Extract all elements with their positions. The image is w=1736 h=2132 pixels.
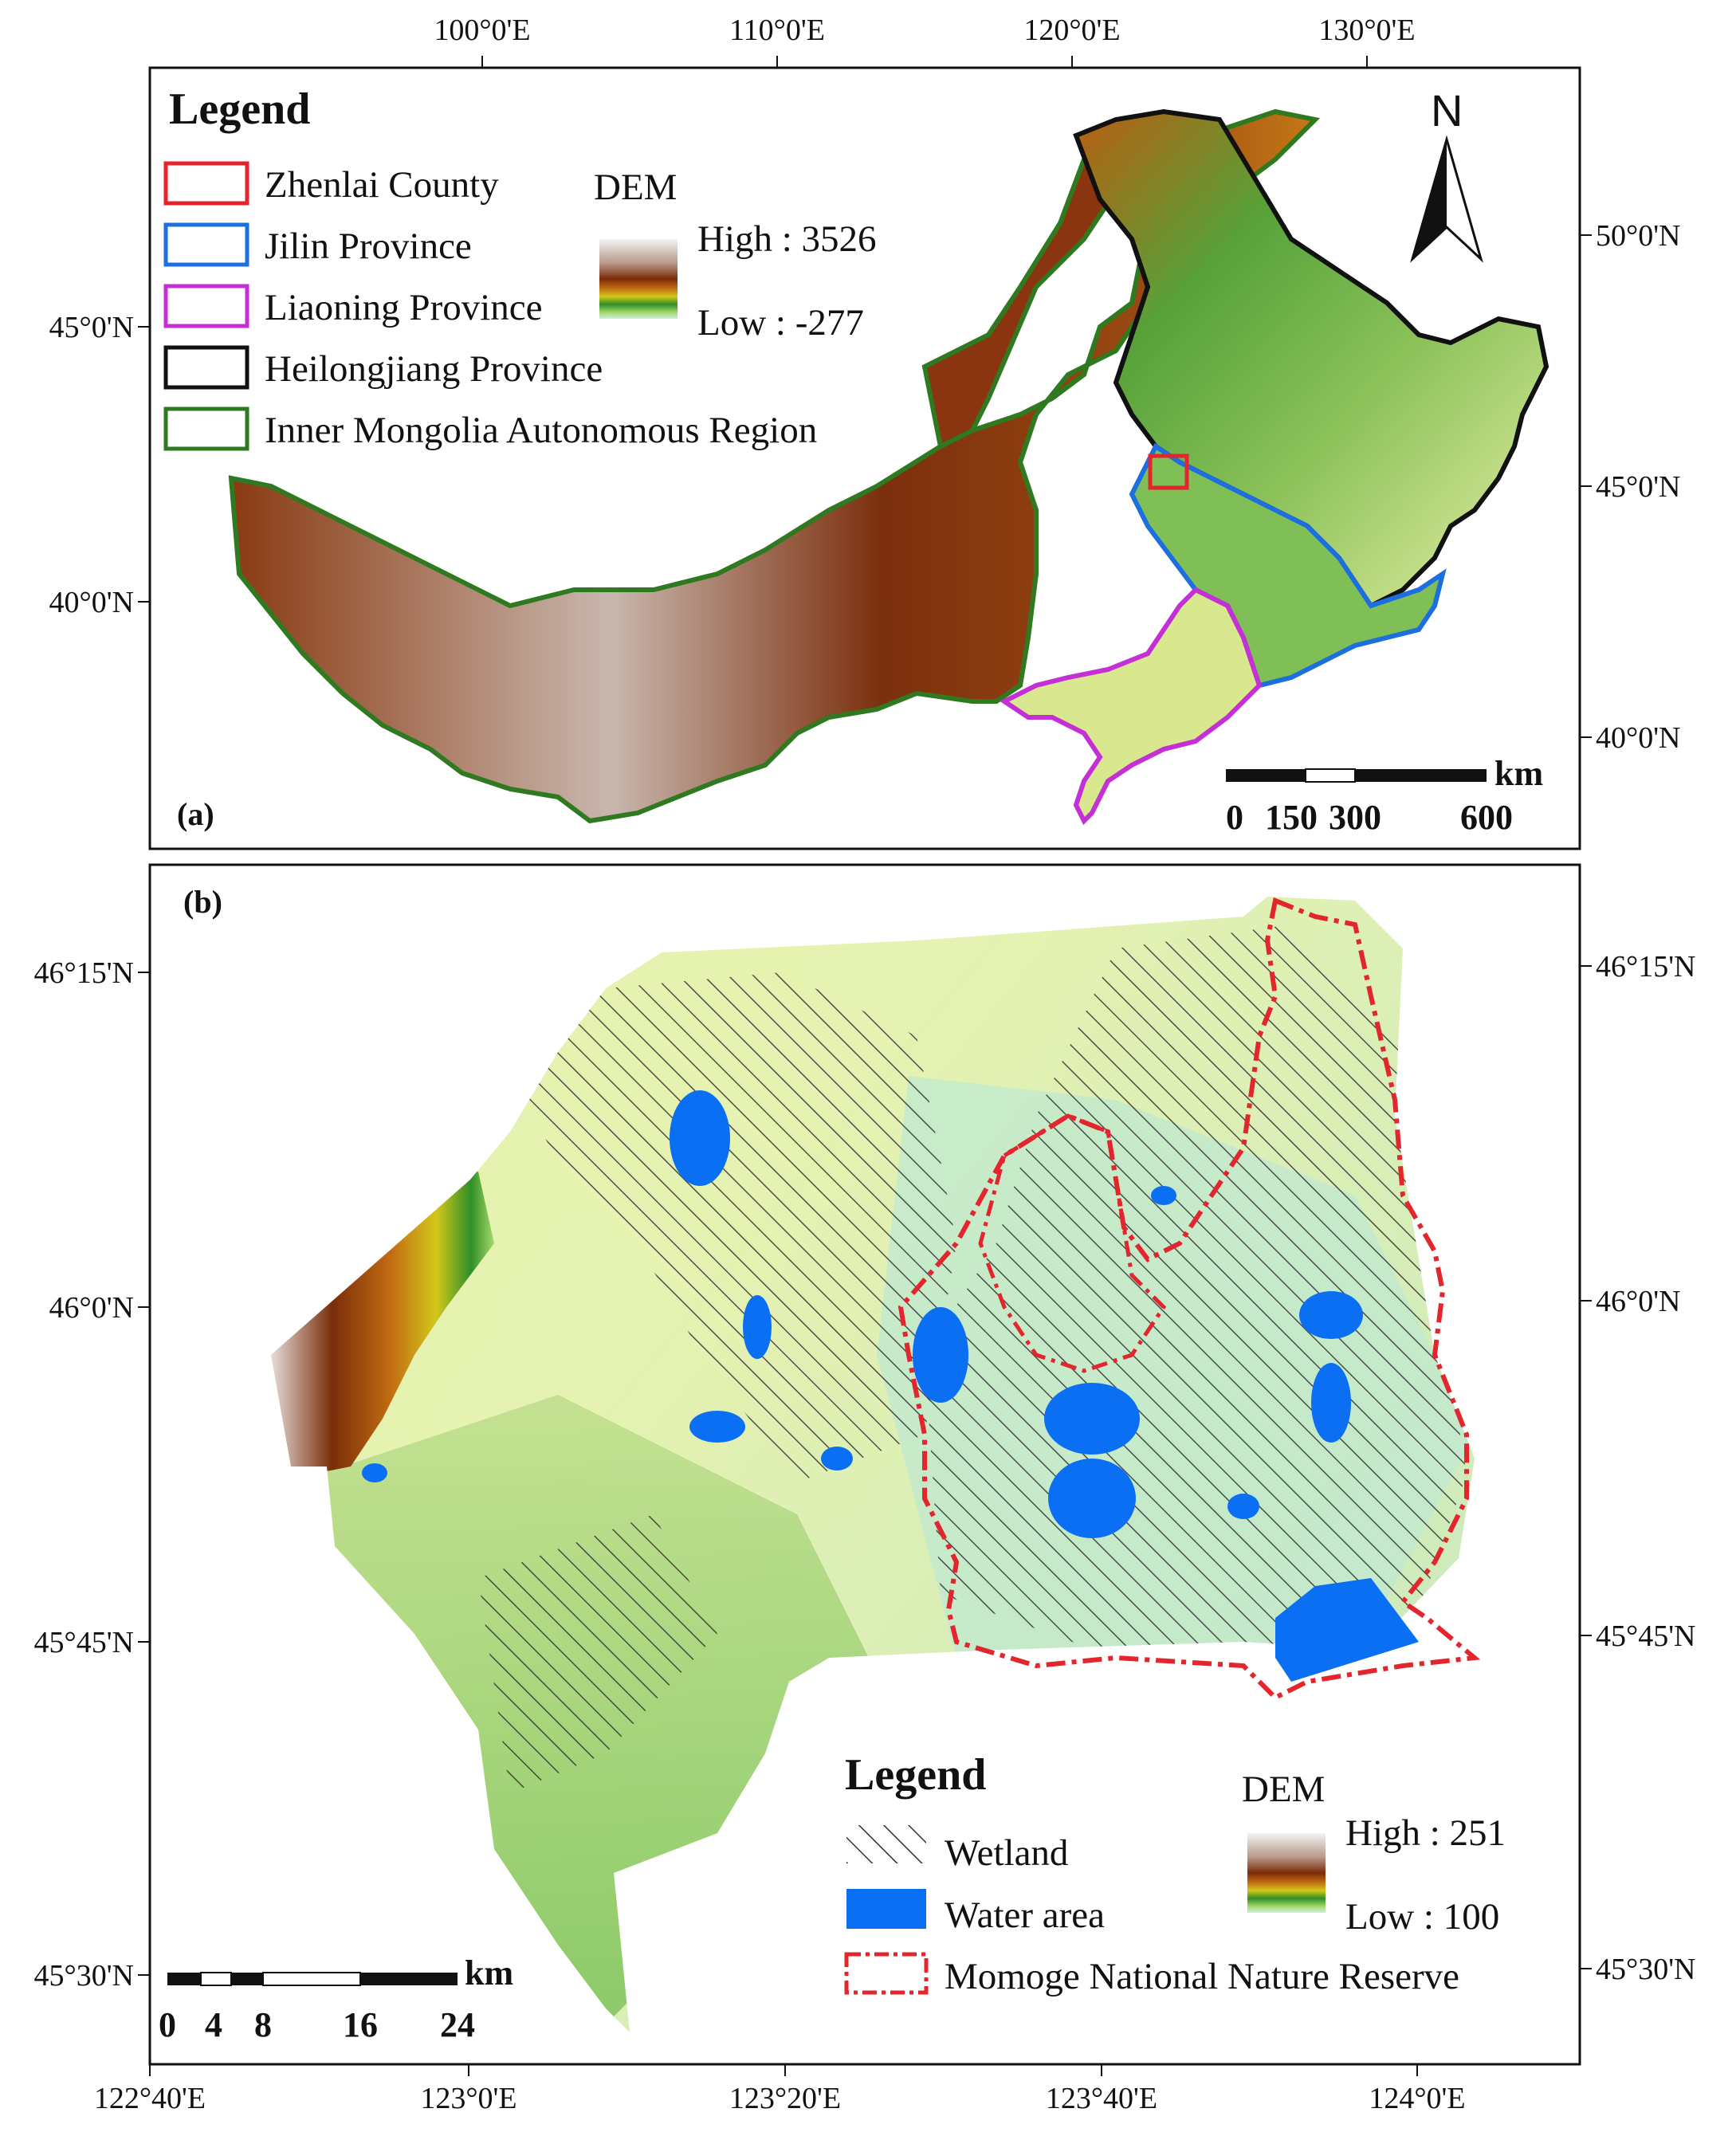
water-lake [1227, 1494, 1259, 1519]
legend-b-water: Water area [945, 1894, 1105, 1936]
heilongjiang-province [1073, 108, 1549, 609]
north-arrow: N [1410, 85, 1483, 263]
legend-a-item-label: Inner Mongolia Autonomous Region [265, 410, 817, 451]
axis-tick-label: 40°0'N [49, 586, 135, 619]
momoge-reserve-inner [978, 1113, 1167, 1373]
axis-tick-label: 45°0'N [1596, 470, 1681, 504]
panel-a: Legend Zhenlai County Jilin Province Liaon… [49, 14, 1681, 850]
water-lake [913, 1307, 968, 1403]
inner-mongolia-region [228, 108, 1321, 824]
axis-tick-label: 46°15'N [1596, 950, 1696, 984]
scale-b-tick-label: 8 [254, 2005, 272, 2044]
scale-a-unit: km [1494, 754, 1543, 793]
axis-tick-label: 45°45'N [1596, 1620, 1696, 1653]
axis-tick-label: 46°15'N [34, 956, 135, 990]
axis-tick-label: 123°0'E [420, 2082, 516, 2115]
axis-tick-label: 122°40'E [94, 2082, 206, 2115]
axis-tick-label: 50°0'N [1596, 219, 1681, 253]
water-lake [1048, 1459, 1136, 1538]
dem-b-high: High : 251 [1345, 1812, 1506, 1854]
dem-b-low: Low : 100 [1345, 1896, 1499, 1938]
legend-b-reserve: Momoge National Nature Reserve [945, 1956, 1459, 1997]
reserve-symbol [844, 1952, 929, 1995]
water-lake [1311, 1363, 1351, 1443]
axis-tick-label: 130°0'E [1318, 14, 1415, 47]
legend-a-swatch [163, 284, 249, 328]
dem-a-high: High : 3526 [697, 218, 877, 260]
dem-a-colorbar [599, 239, 678, 319]
water-lake [743, 1295, 772, 1359]
legend-a-swatch [163, 222, 249, 267]
axis-tick-label: 100°0'E [434, 14, 530, 47]
water-area-symbol [846, 1889, 926, 1929]
liaoning-province [1000, 587, 1263, 826]
wetland-symbol [846, 1825, 926, 1863]
zhenlai-county-outline [1148, 453, 1189, 490]
dem-b-title: DEM [1242, 1769, 1325, 1810]
legend-a-item-label: Heilongjiang Province [265, 348, 603, 390]
water-lake [689, 1411, 745, 1443]
legend-b: Legend Wetland Water area Momoge Nationa… [844, 1750, 1506, 1997]
axis-tick-label: 124°0'E [1369, 2082, 1465, 2115]
water-areas [362, 1090, 1419, 1682]
panel-b-label: (b) [183, 884, 222, 920]
scale-b-tick-label: 24 [440, 2005, 475, 2044]
momoge-reserve-boundary [897, 897, 1481, 1701]
legend-a-swatch [163, 406, 249, 451]
jilin-province [1129, 442, 1447, 689]
water-lake [1299, 1291, 1363, 1339]
scale-a-tick-label: 150 [1265, 798, 1318, 837]
axis-tick-label: 45°45'N [34, 1626, 135, 1659]
dem-a-title: DEM [594, 167, 677, 208]
water-lake-south [1275, 1578, 1419, 1682]
dem-b-colorbar [1247, 1833, 1326, 1913]
water-lake-north [670, 1090, 730, 1186]
water-lake [1044, 1383, 1140, 1455]
scale-b-tick-label: 16 [343, 2005, 378, 2044]
scale-a-tick-label: 600 [1460, 798, 1513, 837]
axis-tick-label: 46°0'N [49, 1291, 135, 1325]
scale-a-tick-label: 0 [1226, 798, 1243, 837]
scale-a-tick-label: 300 [1329, 798, 1381, 837]
dem-a-low: Low : -277 [697, 302, 864, 344]
legend-a: Legend Zhenlai County Jilin Province Liaon… [163, 84, 877, 451]
legend-a-item-label: Zhenlai County [265, 164, 499, 206]
legend-a-item-label: Liaoning Province [265, 287, 543, 328]
axis-tick-label: 46°0'N [1596, 1285, 1681, 1318]
scale-bar-b: km 0 4 8 16 24 [159, 1953, 513, 2044]
north-label: N [1431, 85, 1463, 135]
scale-b-tick-label: 0 [159, 2005, 176, 2044]
scale-b-unit: km [465, 1953, 513, 1993]
panel-a-label: (a) [177, 796, 214, 832]
axis-tick-label: 45°30'N [34, 1959, 135, 1993]
axis-tick-label: 123°40'E [1046, 2082, 1157, 2115]
water-lake [1151, 1186, 1176, 1205]
axis-tick-label: 123°20'E [729, 2082, 841, 2115]
water-lake [362, 1463, 387, 1482]
legend-a-item-label: Jilin Province [265, 226, 472, 267]
axis-tick-label: 120°0'E [1023, 14, 1120, 47]
axis-tick-label: 40°0'N [1596, 721, 1681, 755]
legend-a-swatch [163, 161, 249, 206]
water-lake [821, 1447, 853, 1470]
legend-a-swatch [163, 345, 249, 390]
scale-b-tick-label: 4 [205, 2005, 222, 2044]
scale-bar-a: km 0 150 300 600 [1226, 754, 1543, 837]
axis-tick-label: 45°0'N [49, 311, 135, 344]
axis-tick-label: 110°0'E [729, 14, 825, 47]
legend-b-title: Legend [845, 1750, 986, 1800]
axis-tick-label: 45°30'N [1596, 1953, 1696, 1986]
legend-b-wetland: Wetland [945, 1832, 1068, 1874]
legend-a-title: Legend [169, 84, 310, 134]
